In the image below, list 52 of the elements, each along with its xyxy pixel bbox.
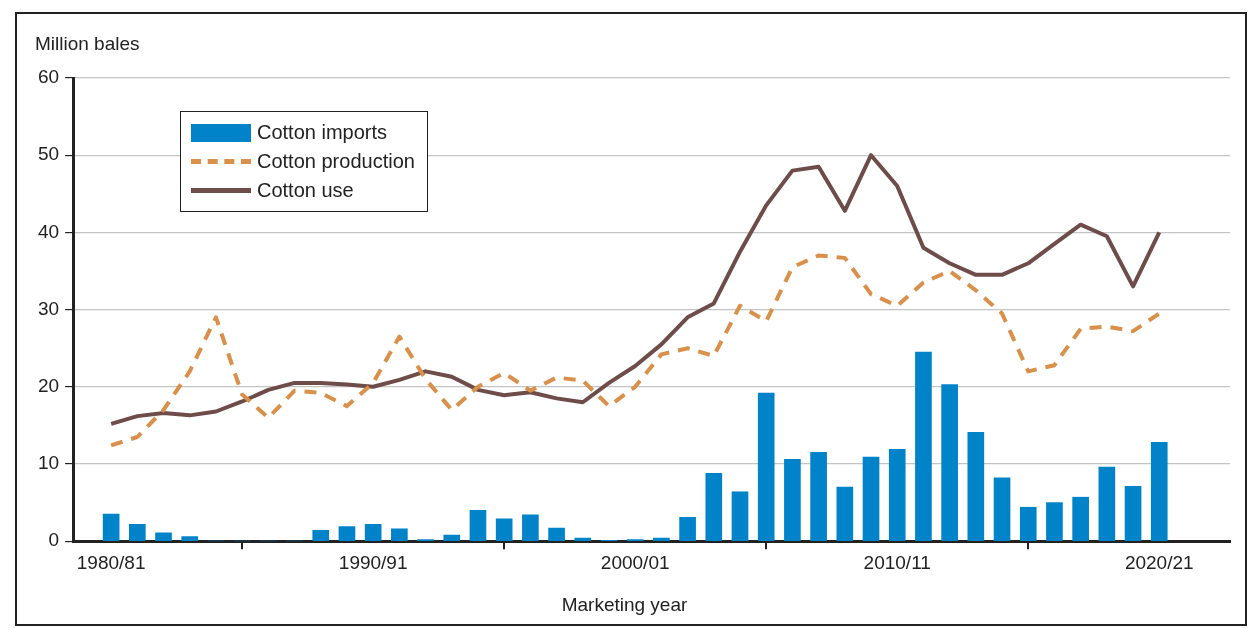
line-series: [109, 253, 1162, 448]
x-tick-label: 1990/91: [338, 551, 408, 573]
bar: [129, 523, 146, 541]
bar: [967, 432, 985, 541]
bar: [338, 526, 356, 541]
bar: [181, 536, 199, 541]
bar: [102, 513, 120, 541]
bar: [548, 527, 565, 541]
bar: [1046, 502, 1063, 541]
x-tick-label: 1980/81: [76, 551, 146, 573]
bar: [862, 456, 880, 541]
bar: [731, 491, 749, 541]
bar: [155, 532, 172, 541]
bar: [757, 392, 775, 541]
y-tick-label: 0: [48, 529, 60, 551]
bar: [1019, 506, 1037, 541]
bar: [836, 486, 854, 541]
bar: [888, 449, 906, 541]
bar: [1072, 496, 1089, 541]
y-tick-label: 10: [37, 452, 60, 474]
x-axis-title: Marketing year: [560, 594, 689, 616]
bar: [784, 459, 801, 541]
y-tick-label: 40: [37, 220, 60, 242]
bar: [705, 472, 723, 541]
bar: [391, 528, 408, 541]
y-tick-label: 60: [37, 66, 60, 88]
x-tick-label: 2010/11: [863, 551, 931, 573]
bar: [495, 518, 513, 541]
bar: [1124, 486, 1142, 541]
bar: [312, 530, 330, 541]
bar: [915, 351, 932, 541]
y-axis-title: Million bales: [35, 33, 140, 55]
bar: [810, 452, 827, 541]
y-tick-label: 50: [37, 143, 60, 165]
x-tick-label: 2000/01: [600, 551, 670, 573]
legend-label: Cotton imports: [257, 121, 388, 144]
bar: [653, 537, 670, 541]
bar: [522, 514, 539, 541]
legend-label: Cotton production: [257, 150, 415, 173]
x-tick-label: 2020/21: [1124, 551, 1194, 573]
legend-label: Cotton use: [257, 179, 354, 202]
y-tick-label: 20: [37, 375, 60, 397]
bar: [1098, 466, 1116, 541]
bar: [364, 523, 382, 541]
bar: [941, 384, 958, 541]
bar: [469, 509, 487, 541]
y-tick-label: 30: [37, 297, 60, 319]
bar: [679, 516, 696, 541]
bar: [574, 537, 592, 541]
bar: [993, 477, 1011, 541]
bar: [443, 534, 461, 541]
bar: [1150, 442, 1168, 541]
